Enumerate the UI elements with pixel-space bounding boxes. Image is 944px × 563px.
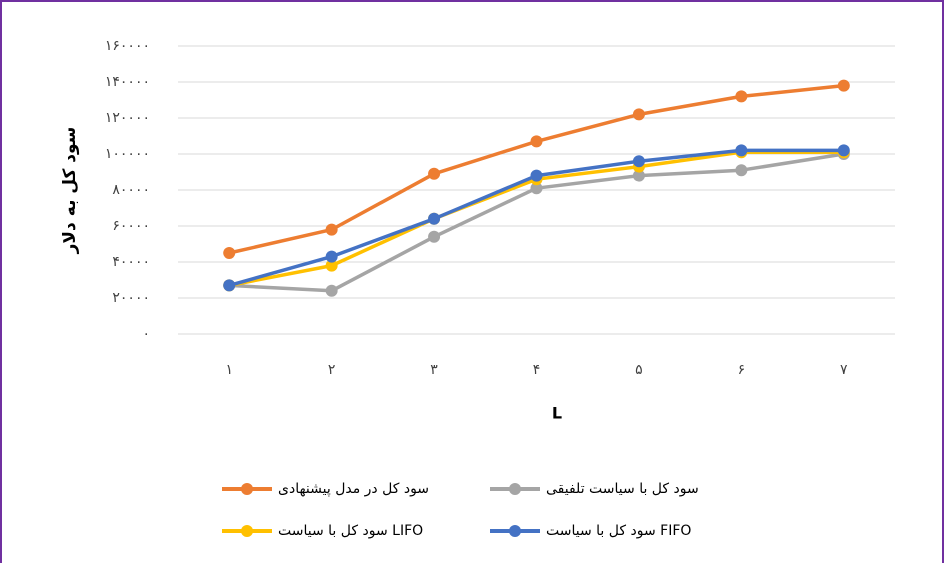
y-tick-label: ۰ bbox=[142, 326, 150, 342]
data-point bbox=[428, 167, 441, 180]
legend-marker bbox=[241, 483, 253, 495]
data-point bbox=[325, 284, 338, 297]
legend-marker bbox=[509, 525, 521, 537]
data-point bbox=[325, 223, 338, 236]
data-point bbox=[530, 135, 543, 148]
data-point bbox=[837, 79, 850, 92]
y-tick-label: ۲۰۰۰۰ bbox=[112, 290, 150, 306]
data-point bbox=[325, 259, 338, 272]
data-point bbox=[632, 155, 645, 168]
x-tick-label: ۴ bbox=[533, 362, 541, 378]
x-axis-title: L bbox=[552, 404, 562, 423]
legend-label: سود کل در مدل پیشنهادی bbox=[278, 481, 429, 497]
y-axis-title: سود کل به دلار bbox=[60, 127, 80, 255]
data-point bbox=[223, 279, 236, 292]
x-tick-label: ۵ bbox=[635, 362, 643, 378]
y-tick-label: ۱۴۰۰۰۰ bbox=[105, 74, 150, 90]
x-tick-label: ۱ bbox=[225, 362, 233, 378]
legend-label: سود کل با سیاست FIFO bbox=[546, 523, 691, 539]
data-point bbox=[223, 247, 236, 259]
x-tick-label: ۳ bbox=[430, 362, 438, 378]
legend-marker bbox=[509, 483, 521, 495]
data-point bbox=[530, 182, 543, 195]
legend-label: سود کل با سیاست تلفیقی bbox=[546, 481, 699, 497]
data-point bbox=[632, 169, 645, 182]
data-point bbox=[735, 164, 748, 177]
x-tick-label: ۶ bbox=[738, 362, 746, 378]
y-tick-label: ۸۰۰۰۰ bbox=[112, 182, 150, 198]
data-point bbox=[837, 144, 850, 157]
y-tick-label: ۱۲۰۰۰۰ bbox=[105, 110, 150, 126]
x-tick-label: ۲ bbox=[328, 362, 336, 378]
legend-label: سود کل با سیاست LIFO bbox=[278, 523, 423, 539]
data-point bbox=[735, 144, 748, 157]
y-tick-label: ۱۶۰۰۰۰ bbox=[105, 38, 150, 54]
y-tick-label: ۶۰۰۰۰ bbox=[112, 218, 150, 234]
data-point bbox=[428, 230, 441, 243]
data-point bbox=[530, 169, 543, 182]
legend-marker bbox=[241, 525, 253, 537]
data-point bbox=[735, 90, 748, 103]
y-tick-label: ۱۰۰۰۰۰ bbox=[105, 146, 150, 162]
data-point bbox=[325, 250, 338, 263]
x-tick-label: ۷ bbox=[840, 362, 848, 378]
y-tick-label: ۴۰۰۰۰ bbox=[112, 254, 150, 270]
data-point bbox=[428, 212, 441, 225]
data-point bbox=[632, 108, 645, 121]
